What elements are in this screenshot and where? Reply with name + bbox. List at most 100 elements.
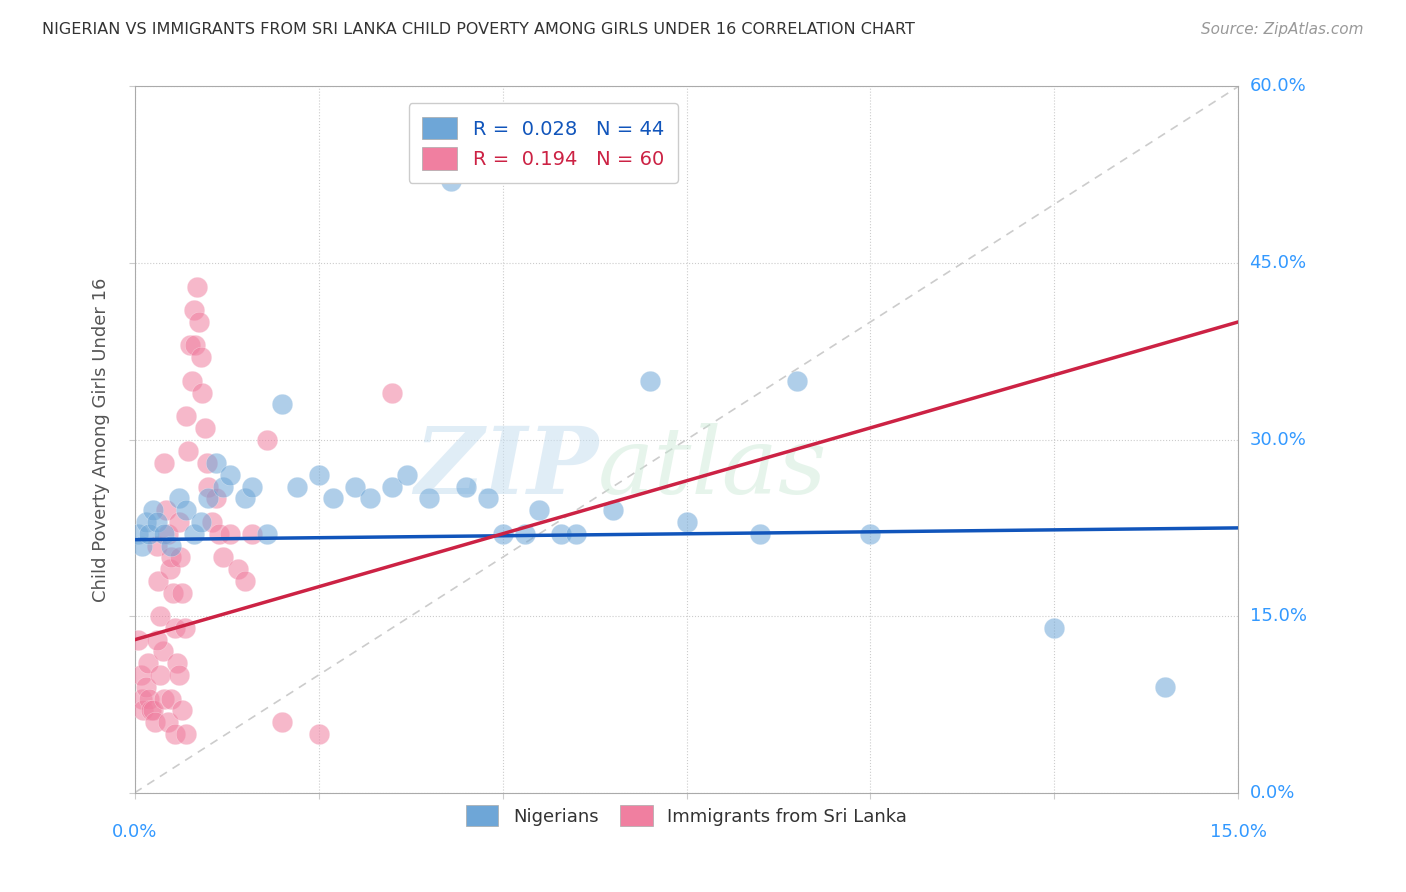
- Point: [149, 609, 172, 624]
- Point: [454, 480, 477, 494]
- Text: 60.0%: 60.0%: [1250, 78, 1306, 95]
- Point: [179, 338, 201, 352]
- Point: [240, 526, 263, 541]
- Point: [477, 491, 499, 506]
- Point: [212, 550, 235, 565]
- Text: atlas: atlas: [598, 423, 828, 513]
- Point: [322, 491, 344, 506]
- Point: [172, 703, 194, 717]
- Point: [186, 279, 208, 293]
- Point: [145, 515, 167, 529]
- Point: [256, 526, 278, 541]
- Legend: Nigerians, Immigrants from Sri Lanka: Nigerians, Immigrants from Sri Lanka: [458, 797, 914, 833]
- Point: [190, 350, 212, 364]
- Text: 0.0%: 0.0%: [112, 823, 157, 841]
- Point: [131, 539, 153, 553]
- Point: [638, 374, 661, 388]
- Point: [256, 433, 278, 447]
- Point: [1153, 680, 1175, 694]
- Point: [197, 480, 219, 494]
- Point: [1043, 621, 1066, 635]
- Point: [127, 526, 149, 541]
- Point: [167, 668, 190, 682]
- Point: [142, 503, 165, 517]
- Point: [359, 491, 381, 506]
- Point: [193, 421, 215, 435]
- Point: [381, 480, 404, 494]
- Point: [131, 691, 153, 706]
- Point: [160, 691, 183, 706]
- Text: 30.0%: 30.0%: [1250, 431, 1306, 449]
- Point: [602, 503, 624, 517]
- Point: [132, 703, 155, 717]
- Point: [204, 456, 226, 470]
- Point: [786, 374, 808, 388]
- Point: [145, 632, 167, 647]
- Point: [160, 550, 183, 565]
- Point: [513, 526, 536, 541]
- Point: [529, 503, 551, 517]
- Point: [226, 562, 249, 576]
- Point: [167, 491, 190, 506]
- Point: [418, 491, 440, 506]
- Point: [201, 515, 224, 529]
- Point: [153, 691, 176, 706]
- Y-axis label: Child Poverty Among Girls Under 16: Child Poverty Among Girls Under 16: [93, 277, 110, 602]
- Point: [344, 480, 367, 494]
- Point: [129, 668, 152, 682]
- Point: [156, 526, 179, 541]
- Point: [208, 526, 231, 541]
- Point: [749, 526, 772, 541]
- Point: [165, 727, 187, 741]
- Point: [440, 173, 463, 187]
- Point: [135, 515, 157, 529]
- Point: [191, 385, 214, 400]
- Point: [308, 467, 330, 482]
- Point: [176, 444, 198, 458]
- Point: [135, 680, 157, 694]
- Point: [550, 526, 572, 541]
- Text: NIGERIAN VS IMMIGRANTS FROM SRI LANKA CHILD POVERTY AMONG GIRLS UNDER 16 CORRELA: NIGERIAN VS IMMIGRANTS FROM SRI LANKA CH…: [42, 22, 915, 37]
- Point: [204, 491, 226, 506]
- Point: [139, 703, 162, 717]
- Point: [155, 503, 177, 517]
- Text: 45.0%: 45.0%: [1250, 254, 1306, 272]
- Text: 0.0%: 0.0%: [1250, 784, 1295, 802]
- Point: [233, 491, 256, 506]
- Point: [270, 397, 292, 411]
- Point: [219, 526, 242, 541]
- Point: [491, 526, 513, 541]
- Point: [184, 338, 207, 352]
- Text: 15.0%: 15.0%: [1211, 823, 1267, 841]
- Point: [162, 585, 184, 599]
- Point: [153, 526, 176, 541]
- Point: [156, 715, 179, 730]
- Point: [173, 621, 195, 635]
- Text: Source: ZipAtlas.com: Source: ZipAtlas.com: [1201, 22, 1364, 37]
- Point: [183, 303, 205, 318]
- Point: [219, 467, 242, 482]
- Point: [138, 526, 160, 541]
- Point: [153, 456, 176, 470]
- Point: [159, 562, 181, 576]
- Point: [285, 480, 308, 494]
- Text: ZIP: ZIP: [413, 423, 598, 513]
- Point: [166, 657, 188, 671]
- Point: [197, 491, 219, 506]
- Point: [174, 409, 197, 423]
- Point: [136, 657, 159, 671]
- Point: [183, 526, 205, 541]
- Point: [169, 550, 191, 565]
- Point: [859, 526, 882, 541]
- Point: [240, 480, 263, 494]
- Point: [152, 644, 174, 658]
- Point: [565, 526, 588, 541]
- Point: [395, 467, 418, 482]
- Point: [148, 574, 170, 588]
- Point: [138, 691, 160, 706]
- Point: [167, 515, 190, 529]
- Point: [190, 515, 212, 529]
- Point: [143, 715, 166, 730]
- Point: [212, 480, 235, 494]
- Point: [188, 315, 211, 329]
